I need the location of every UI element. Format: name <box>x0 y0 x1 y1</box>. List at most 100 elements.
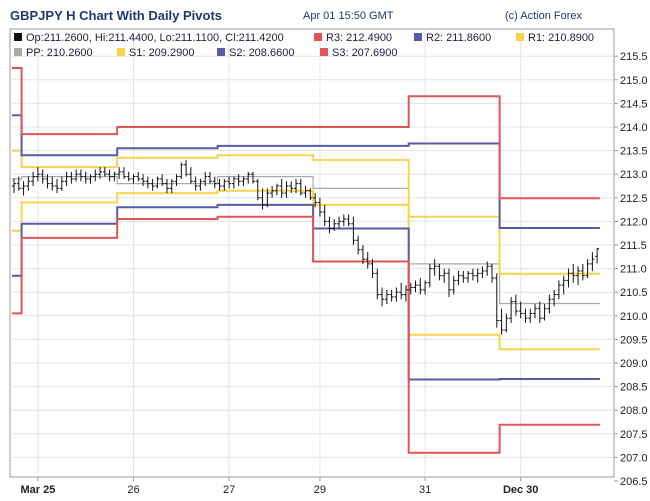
ohlc-bar <box>303 186 308 198</box>
ohlc-bar <box>231 176 236 189</box>
ohlc-bar <box>518 301 523 319</box>
y-tick-label: 209.5 <box>620 334 648 346</box>
ohlc-bar <box>556 280 561 300</box>
ohlc-bar <box>365 252 370 269</box>
ohlc-bar <box>150 178 155 191</box>
y-tick-label: 214.0 <box>620 122 648 134</box>
ohlc-bar <box>595 247 600 264</box>
ohlc-bar <box>78 169 83 182</box>
legend-swatch-r3 <box>314 33 322 41</box>
ohlc-bar <box>126 171 131 182</box>
y-tick-label: 210.5 <box>620 287 648 299</box>
y-tick-label: 213.5 <box>620 146 648 158</box>
ohlc-bar <box>432 259 437 276</box>
ohlc-bar <box>313 193 318 208</box>
ohlc-bar <box>585 259 590 279</box>
x-tick-label: 31 <box>419 484 431 496</box>
ohlc-bar <box>394 287 399 302</box>
ohlc-bar <box>246 171 251 184</box>
y-tick-label: 211.0 <box>620 264 647 276</box>
ohlc-bar <box>380 287 385 307</box>
ohlc-bar <box>470 268 475 281</box>
ohlc-bar <box>274 183 279 196</box>
ohlc-bar <box>461 270 466 283</box>
ohlc-bar <box>475 268 480 283</box>
ohlc-bar <box>169 178 174 194</box>
ohlc-bar <box>317 197 322 217</box>
ohlc-bar <box>480 266 485 279</box>
ohlc-bar <box>547 294 552 314</box>
ohlc-bar <box>188 167 193 184</box>
credit-label: (c) Action Forex <box>505 10 583 22</box>
ohlc-bar <box>346 214 351 227</box>
ohlc-bar <box>408 282 413 295</box>
ohlc-bar <box>356 235 361 255</box>
ohlc-bar <box>403 285 408 302</box>
ohlc-bar <box>351 216 356 245</box>
ohlc-bar <box>322 204 327 227</box>
ohlc-bar <box>112 171 117 182</box>
ohlc-bar <box>236 174 241 186</box>
ohlc-bar <box>466 270 471 283</box>
ohlc-bar <box>88 174 93 184</box>
ohlc-bar <box>69 171 74 184</box>
y-tick-label: 207.5 <box>620 429 648 441</box>
ohlc-bar <box>332 219 337 231</box>
ohlc-bar <box>16 176 21 191</box>
ohlc-bar <box>102 167 107 177</box>
x-tick-label: 27 <box>223 484 235 496</box>
ohlc-bar <box>203 171 208 186</box>
ohlc-bar <box>571 263 576 283</box>
legend-pp: PP: 210.2600 <box>26 47 93 59</box>
ohlc-bar <box>31 171 36 186</box>
ohlc-bar <box>533 304 538 319</box>
legend-swatch-ohlc <box>14 33 22 41</box>
ohlc-bar <box>494 273 499 328</box>
ohlc-bar <box>40 169 45 184</box>
legend-swatch-r1 <box>516 33 524 41</box>
ohlc-bar <box>576 266 581 286</box>
legend-swatch-s2 <box>217 48 225 56</box>
ohlc-bar <box>184 160 189 177</box>
y-tick-label: 215.5 <box>620 51 648 63</box>
pivot-line-r3 <box>12 67 600 200</box>
ohlc-bar <box>537 301 542 323</box>
y-tick-label: 207.0 <box>620 452 648 464</box>
legend-s1: S1: 209.2900 <box>129 47 194 59</box>
legend-r1: R1: 210.8900 <box>528 32 594 44</box>
ohlc-bar <box>270 186 275 198</box>
legend-ohlc: Op:211.2600, Hi:211.4400, Lo:211.1100, C… <box>26 32 284 44</box>
ohlc-bar <box>222 178 227 191</box>
ohlc-bar <box>289 181 294 194</box>
ohlc-bar <box>98 167 103 179</box>
pivot-line-s3 <box>12 215 600 454</box>
ohlc-bar <box>117 167 122 179</box>
ohlc-bar <box>155 176 160 189</box>
ohlc-bar <box>375 268 380 300</box>
ohlc-bar <box>174 174 179 186</box>
legend-r2: R2: 211.8600 <box>426 32 491 44</box>
grid <box>10 29 614 477</box>
ohlc-bar <box>251 171 255 184</box>
ohlc-bar <box>437 263 442 281</box>
y-tick-label: 212.0 <box>620 216 648 228</box>
ohlc-bar <box>413 280 418 293</box>
ohlc-bar <box>64 171 69 186</box>
ohlc-bar <box>561 275 566 295</box>
ohlc-bar <box>12 178 16 194</box>
ohlc-bar <box>580 263 585 281</box>
chart-title: GBPJPY H Chart With Daily Pivots <box>10 8 222 23</box>
ohlc-bar <box>360 245 365 264</box>
ohlc-bar <box>160 174 165 186</box>
ohlc-bar <box>298 178 303 196</box>
ohlc-bar <box>327 216 332 234</box>
ohlc-bar <box>26 176 31 191</box>
ohlc-bar <box>513 294 518 316</box>
ohlc-bar <box>59 176 64 191</box>
y-tick-label: 215.0 <box>620 75 648 87</box>
ohlc-bar <box>418 278 423 295</box>
ohlc-bar <box>131 174 136 184</box>
ohlc-bar <box>45 174 50 189</box>
